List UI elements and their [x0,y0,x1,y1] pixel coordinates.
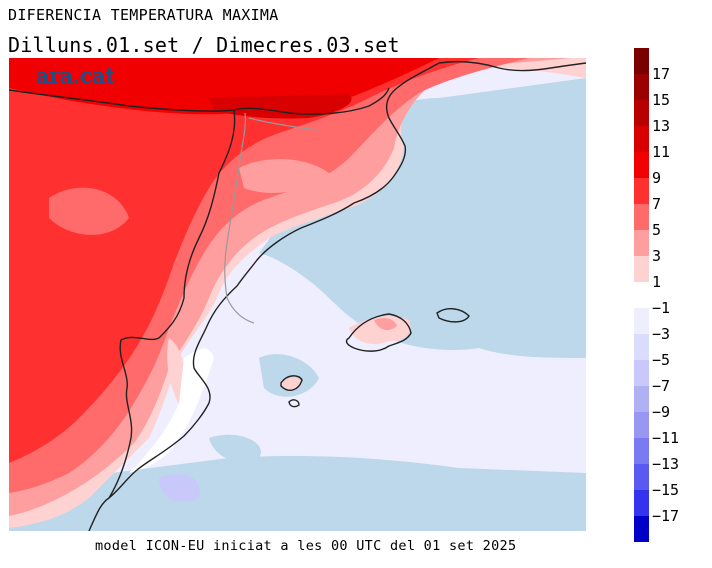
colorbar-tick-label: −9 [652,403,671,421]
colorbar-bin [634,490,649,517]
france-coast [438,60,586,72]
colorbar-tick-label: 5 [652,221,662,239]
valencia-border [108,336,160,499]
chart-subtitle: Dilluns.01.set / Dimecres.03.set [8,33,400,57]
colorbar-tick-label: −3 [652,325,671,343]
land-warm-11 [209,94,352,119]
colorbar-bin [634,230,649,257]
mallorca [345,313,412,352]
chart-title: DIFERENCIA TEMPERATURA MAXIMA [8,6,279,24]
colorbar-swatches [634,48,649,542]
colorbar-tick-label: −7 [652,377,671,395]
model-footer: model ICON-EU iniciat a les 00 UTC del 0… [95,538,517,554]
menorca [436,308,470,323]
colorbar-tick-label: −5 [652,351,671,369]
rivers-and-borders [224,112,320,324]
colorbar-bin [634,308,649,335]
formentera [288,399,300,408]
land-warm-7 [9,58,479,463]
colorbar-tick-label: −17 [652,507,680,525]
colorbar-tick-label: 11 [652,143,671,161]
colorbar-bin [634,204,649,231]
colorbar-bin [634,100,649,127]
mainland-coast [88,62,440,531]
sea-patch [9,456,586,531]
colorbar-tick-label: −11 [652,429,680,447]
grey-border [248,117,320,131]
island-warm [281,377,302,390]
colorbar-bin [634,126,649,153]
sea-patch [209,434,261,462]
pyrenees-border [9,87,390,115]
colorbar-bin [634,256,649,283]
ibiza [280,375,303,391]
colorbar-bin [634,412,649,439]
land-warm-streak [239,158,329,193]
colorbar-tick-label: 15 [652,91,671,109]
sea-patch-deeper [159,474,200,502]
colorbar-bin [634,152,649,179]
colorbar-bin [634,178,649,205]
colorbar-tick-label: 17 [652,65,671,83]
land-warm-streak [167,338,185,408]
coastlines [9,60,586,531]
colorbar-bin [634,48,649,75]
land-neutral-band [129,348,214,473]
colorbar-bin [634,334,649,361]
colorbar-tick-label: −1 [652,299,671,317]
temperature-difference-map [9,58,586,531]
colorbar-bin [634,360,649,387]
colorbar-tick-label: 9 [652,169,662,187]
colorbar-bin [634,74,649,101]
colorbar-tick-label: −13 [652,455,680,473]
colorbar-bin [634,516,649,542]
colorbar-bin [634,438,649,465]
colorbar [634,48,649,542]
colorbar-tick-label: 1 [652,273,662,291]
colorbar-tick-label: 13 [652,117,671,135]
aragon-catalonia-border [158,109,236,339]
land-warm-streak [49,187,129,235]
island-warm [374,318,397,331]
colorbar-tick-label: −15 [652,481,680,499]
colorbar-tick-label: 3 [652,247,662,265]
map-canvas [9,58,586,531]
colorbar-bin [634,282,649,309]
colorbar-tick-label: 7 [652,195,662,213]
grey-border [224,112,255,324]
colorbar-bin [634,464,649,491]
sea-patch [259,354,319,397]
brand-logo: ara.cat [36,63,115,88]
colorbar-bin [634,386,649,413]
